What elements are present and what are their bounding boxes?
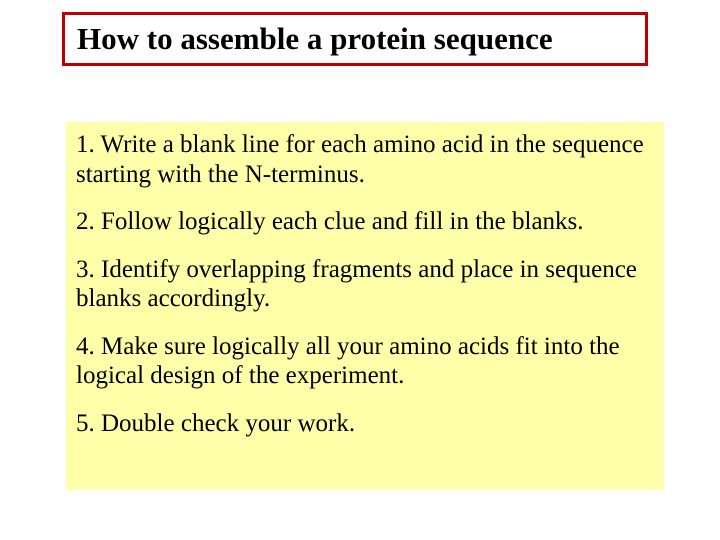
step-4: 4. Make sure logically all your amino ac…	[76, 332, 654, 391]
step-1: 1. Write a blank line for each amino aci…	[76, 130, 654, 189]
step-3: 3. Identify overlapping fragments and pl…	[76, 255, 654, 314]
slide-title: How to assemble a protein sequence	[77, 21, 633, 57]
title-box: How to assemble a protein sequence	[62, 12, 648, 66]
step-5: 5. Double check your work.	[76, 409, 654, 439]
step-2: 2. Follow logically each clue and fill i…	[76, 207, 654, 237]
body-box: 1. Write a blank line for each amino aci…	[66, 122, 664, 490]
